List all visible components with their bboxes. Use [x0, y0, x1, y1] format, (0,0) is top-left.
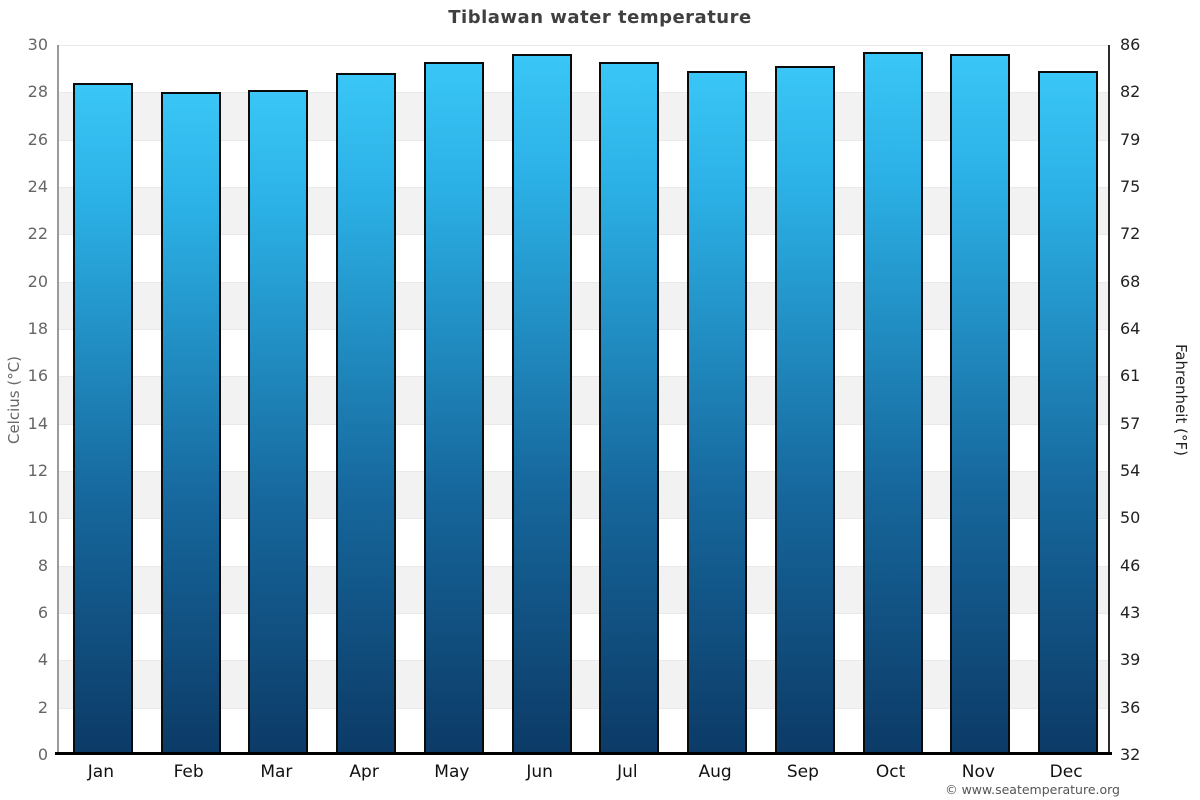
y-tick-right: 82 — [1120, 82, 1141, 102]
bar-apr — [336, 73, 397, 755]
grid-band — [59, 613, 1108, 661]
y-tick-right: 43 — [1120, 603, 1141, 622]
grid-band — [59, 518, 1108, 566]
x-tick-jul: Jul — [617, 762, 638, 782]
bar-mar — [248, 89, 309, 755]
grid-band — [59, 376, 1108, 424]
y-tick-right: 46 — [1120, 555, 1141, 575]
x-axis-line — [55, 752, 1112, 755]
grid-band — [59, 234, 1108, 282]
y-tick-right: 36 — [1120, 697, 1141, 717]
y-tick-right: 54 — [1120, 461, 1141, 480]
bar-sep — [774, 66, 835, 755]
y-tick-left: 4 — [37, 650, 48, 670]
plot-area — [57, 45, 1110, 755]
y-tick-left: 10 — [27, 508, 48, 528]
grid-band — [59, 139, 1108, 187]
y-tick-left: 26 — [27, 129, 48, 149]
y-tick-left: 0 — [37, 745, 48, 764]
x-tick-mar: Mar — [260, 762, 293, 782]
y-tick-right: 79 — [1120, 129, 1141, 149]
y-tick-right: 39 — [1120, 650, 1141, 670]
x-tick-nov: Nov — [961, 762, 995, 782]
grid-band — [59, 329, 1108, 377]
grid-band — [59, 45, 1108, 93]
y-tick-left: 6 — [37, 603, 48, 622]
x-tick-may: May — [434, 762, 470, 782]
y-tick-left: 2 — [37, 697, 48, 717]
x-tick-jun: Jun — [526, 762, 553, 782]
bar-may — [423, 61, 484, 755]
x-tick-feb: Feb — [173, 762, 204, 782]
bar-jun — [511, 54, 572, 755]
grid-band — [59, 471, 1108, 519]
grid-band — [59, 707, 1108, 755]
y-tick-right: 72 — [1120, 224, 1141, 244]
x-tick-aug: Aug — [698, 762, 732, 782]
footer-credit: © www.seatemperature.org — [945, 782, 1120, 797]
x-tick-apr: Apr — [349, 762, 379, 782]
x-tick-dec: Dec — [1049, 762, 1083, 782]
y-tick-left: 12 — [27, 461, 48, 480]
y-tick-left: 18 — [27, 319, 48, 338]
y-tick-left: 16 — [27, 366, 48, 386]
x-tick-jan: Jan — [87, 762, 114, 782]
grid-band — [59, 423, 1108, 471]
bar-feb — [160, 92, 221, 755]
x-tick-oct: Oct — [875, 762, 906, 782]
y-tick-right: 57 — [1120, 413, 1141, 433]
y-tick-right: 64 — [1120, 319, 1141, 338]
y-tick-right: 50 — [1120, 508, 1141, 528]
grid-band — [59, 92, 1108, 140]
y-tick-right: 32 — [1120, 745, 1141, 764]
bar-nov — [950, 54, 1011, 755]
grid-band — [59, 565, 1108, 613]
y-tick-left: 20 — [27, 271, 48, 291]
y-tick-left: 30 — [27, 35, 48, 54]
grid-band — [59, 281, 1108, 329]
chart-title: Tiblawan water temperature — [448, 7, 752, 28]
grid-band — [59, 187, 1108, 235]
bar-jul — [599, 61, 660, 755]
y-tick-left: 22 — [27, 224, 48, 244]
y-tick-left: 24 — [27, 177, 48, 196]
bar-dec — [1038, 71, 1099, 755]
bar-oct — [862, 52, 923, 755]
y-tick-right: 86 — [1120, 35, 1141, 54]
y-tick-right: 68 — [1120, 271, 1141, 291]
y-tick-left: 14 — [27, 413, 48, 433]
y-tick-right: 75 — [1120, 177, 1141, 196]
bar-jan — [72, 82, 133, 755]
x-tick-sep: Sep — [786, 762, 819, 782]
y-tick-left: 8 — [37, 555, 48, 575]
y-tick-left: 28 — [27, 82, 48, 102]
y-tick-right: 61 — [1120, 366, 1141, 386]
bar-aug — [687, 71, 748, 755]
y-axis-title-fahrenheit: Fahrenheit (°F) — [1172, 344, 1190, 456]
grid-band — [59, 660, 1108, 708]
